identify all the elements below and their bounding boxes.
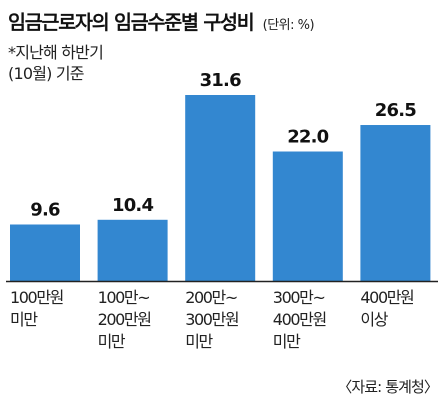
category-label-line: 미만 xyxy=(185,332,213,351)
category-label-line: 미만 xyxy=(97,332,126,351)
bar xyxy=(272,151,343,281)
category-label-line: 300만~ xyxy=(272,288,326,307)
category-label-line: 미만 xyxy=(10,310,38,329)
chart-title: 임금근로자의 임금수준별 구성비 xyxy=(8,11,255,34)
category-label-line: 200만원 xyxy=(97,310,152,329)
category-label-line: 300만원 xyxy=(185,310,239,329)
category-label-line: 100만~ xyxy=(97,288,151,307)
data-label: 9.6 xyxy=(30,199,60,220)
title-row: 임금근로자의 임금수준별 구성비 (단위: %) xyxy=(8,6,315,35)
category-label-line: 400만원 xyxy=(272,310,327,329)
bar xyxy=(97,219,168,281)
category-label-line: 200만~ xyxy=(185,288,238,307)
note: *지난해 하반기 (10월) 기준 xyxy=(8,42,104,84)
data-label: 26.5 xyxy=(375,100,416,121)
category-label-line: 100만원 xyxy=(10,288,64,307)
category-label-line: 이상 xyxy=(360,310,388,329)
source-label: 〈자료: 통계청〉 xyxy=(337,378,439,396)
bar xyxy=(185,95,256,281)
unit-label: (단위: %) xyxy=(262,18,315,33)
note-line: *지난해 하반기 xyxy=(8,43,104,62)
bar xyxy=(10,224,80,281)
bar xyxy=(360,125,431,282)
data-label: 10.4 xyxy=(112,195,153,216)
category-label-line: 400만원 xyxy=(360,288,414,307)
data-label: 31.6 xyxy=(200,70,241,91)
note-line: (10월) 기준 xyxy=(8,64,85,83)
category-label-line: 미만 xyxy=(272,332,301,351)
data-label: 22.0 xyxy=(287,127,328,148)
